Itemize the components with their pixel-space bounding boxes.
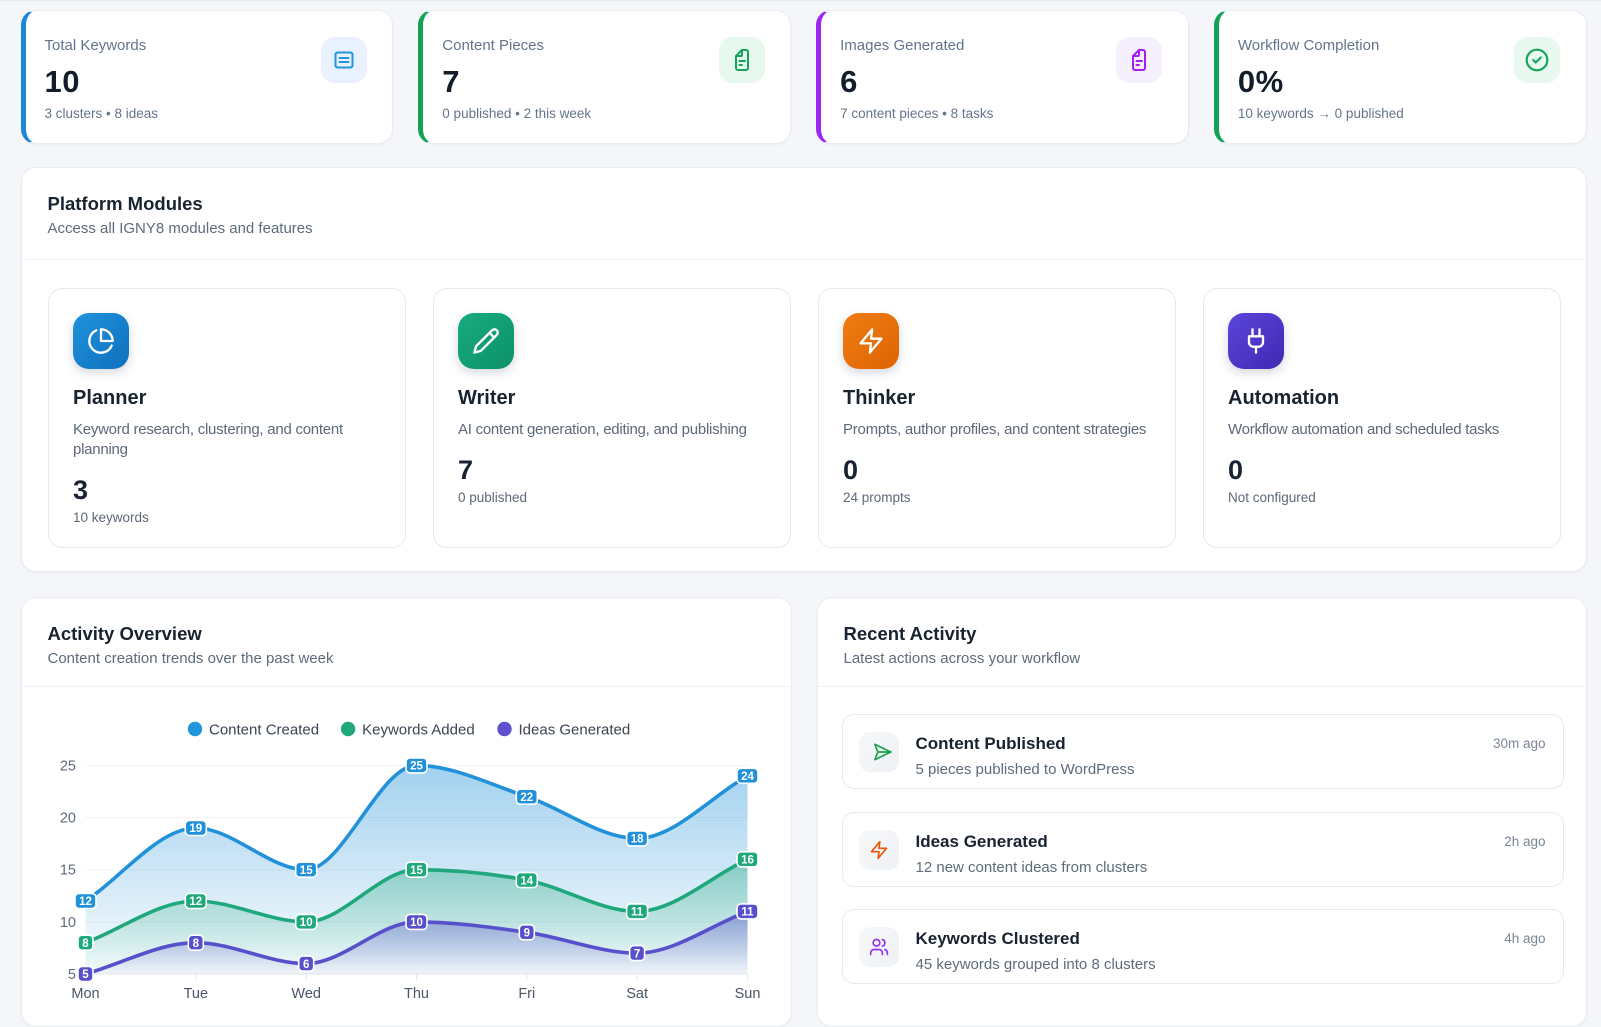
svg-text:15: 15 (59, 863, 75, 879)
svg-text:Sat: Sat (626, 986, 648, 1002)
svg-text:Wed: Wed (291, 986, 321, 1002)
svg-text:22: 22 (520, 792, 533, 804)
svg-text:8: 8 (192, 938, 199, 950)
svg-text:24: 24 (741, 771, 754, 783)
svg-text:11: 11 (631, 907, 644, 919)
svg-text:5: 5 (82, 969, 89, 981)
svg-text:Keywords Added: Keywords Added (362, 722, 475, 739)
svg-text:6: 6 (302, 959, 308, 971)
svg-text:18: 18 (630, 834, 643, 846)
svg-text:Sun: Sun (734, 986, 760, 1002)
svg-text:12: 12 (79, 896, 92, 908)
svg-text:16: 16 (741, 855, 754, 867)
svg-text:12: 12 (189, 896, 202, 908)
svg-text:Ideas Generated: Ideas Generated (518, 722, 630, 739)
svg-text:Fri: Fri (518, 986, 535, 1002)
svg-text:19: 19 (189, 823, 202, 835)
svg-text:10: 10 (299, 917, 312, 929)
svg-text:11: 11 (741, 907, 754, 919)
svg-text:Mon: Mon (71, 986, 99, 1002)
svg-text:15: 15 (410, 865, 423, 877)
svg-text:Thu: Thu (404, 986, 429, 1002)
svg-text:20: 20 (59, 811, 75, 827)
svg-text:8: 8 (82, 938, 89, 950)
svg-text:15: 15 (299, 865, 312, 877)
svg-text:14: 14 (520, 875, 533, 887)
svg-text:Content Created: Content Created (209, 722, 319, 739)
svg-text:Tue: Tue (183, 986, 207, 1002)
svg-text:25: 25 (410, 761, 423, 773)
svg-text:10: 10 (410, 917, 423, 929)
svg-text:25: 25 (59, 758, 75, 774)
svg-text:10: 10 (59, 915, 75, 931)
svg-text:5: 5 (67, 967, 75, 983)
svg-text:7: 7 (633, 948, 639, 960)
svg-text:9: 9 (523, 928, 529, 940)
